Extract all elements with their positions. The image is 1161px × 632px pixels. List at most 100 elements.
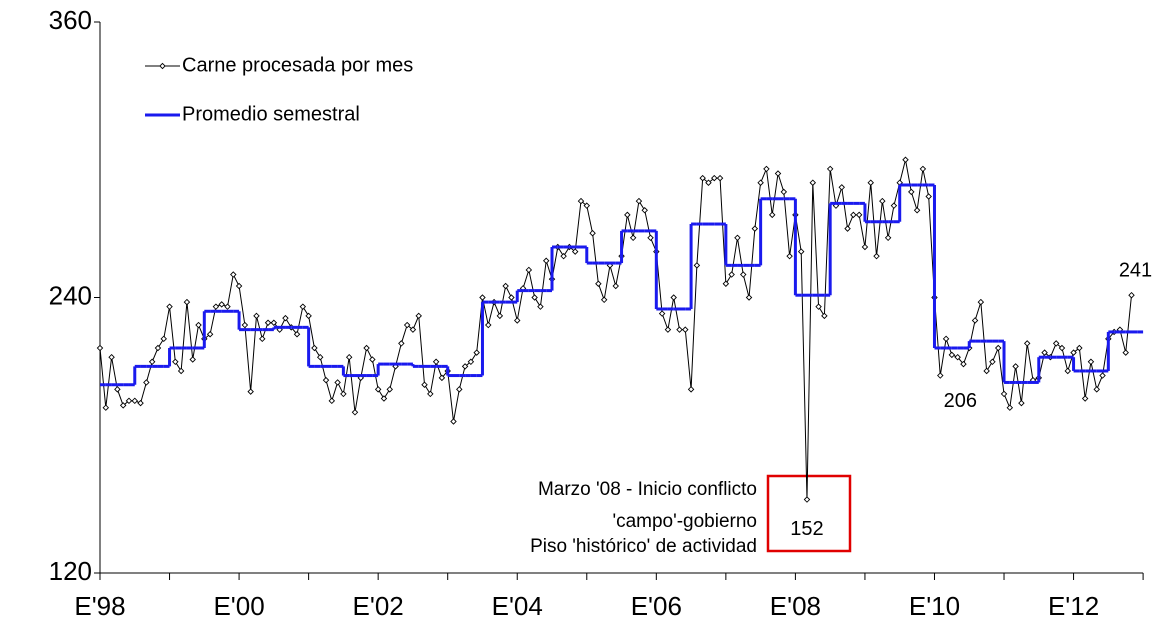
monthly-point	[641, 207, 648, 214]
y-tick-label: 240	[49, 280, 92, 310]
monthly-point	[682, 326, 689, 333]
monthly-point	[624, 211, 631, 219]
monthly-point	[1087, 358, 1095, 366]
monthly-point	[334, 379, 341, 386]
monthly-point	[925, 193, 932, 200]
y-tick-label: 120	[49, 556, 92, 586]
monthly-point	[485, 321, 492, 329]
monthly-point	[224, 303, 231, 310]
monthly-point	[763, 165, 770, 173]
monthly-point	[942, 335, 950, 343]
monthly-point	[589, 229, 596, 237]
monthly-point	[148, 358, 156, 366]
monthly-point	[508, 294, 515, 301]
monthly-point	[577, 197, 585, 205]
monthly-point	[473, 349, 480, 356]
monthly-point	[1093, 386, 1100, 393]
monthly-point	[102, 404, 110, 411]
monthly-point	[1122, 349, 1129, 356]
legend-marker	[159, 62, 166, 70]
monthly-point	[189, 356, 196, 363]
monthly-point	[195, 321, 202, 329]
x-tick-label: E'10	[909, 591, 960, 621]
monthly-point	[369, 356, 376, 363]
annotation: 'campo'-gobierno	[612, 511, 757, 532]
monthly-point	[363, 344, 370, 352]
monthly-point	[838, 184, 845, 191]
monthly-point	[1070, 349, 1077, 356]
monthly-point	[722, 280, 730, 287]
monthly-point	[699, 174, 706, 182]
monthly-point	[1052, 340, 1060, 347]
data-label: 206	[944, 390, 977, 412]
x-tick-label: E'02	[353, 591, 404, 621]
monthly-point	[230, 271, 237, 278]
monthly-point	[815, 303, 822, 310]
monthly-point	[1058, 344, 1066, 352]
monthly-point	[206, 330, 214, 338]
monthly-point	[183, 298, 191, 306]
monthly-point	[670, 294, 677, 301]
legend-label: Promedio semestral	[182, 103, 360, 125]
legend-label: Carne procesada por mes	[182, 54, 413, 76]
monthly-point	[398, 340, 405, 347]
monthly-point	[687, 386, 695, 393]
monthly-point	[241, 321, 249, 329]
monthly-point	[438, 374, 446, 382]
monthly-point	[751, 225, 759, 232]
monthly-point	[1064, 367, 1071, 375]
monthly-point	[403, 321, 411, 329]
monthly-point	[1023, 340, 1031, 347]
monthly-point	[421, 381, 428, 388]
annotation: Piso 'histórico' de actividad	[530, 536, 757, 557]
monthly-point	[908, 188, 915, 196]
monthly-point	[826, 165, 834, 173]
monthly-point	[311, 344, 318, 352]
monthly-point	[525, 266, 533, 274]
monthly-point	[166, 303, 173, 310]
monthly-point	[658, 310, 666, 317]
annotation: Marzo '08 - Inicio conflicto	[538, 479, 757, 500]
monthly-point	[351, 409, 359, 416]
monthly-point	[635, 197, 643, 205]
data-label: 241	[1119, 259, 1152, 281]
monthly-point	[797, 248, 805, 255]
monthly-point	[409, 326, 417, 333]
monthly-point	[740, 271, 747, 278]
monthly-point	[948, 351, 956, 359]
monthly-point	[612, 282, 619, 290]
monthly-point	[345, 353, 353, 361]
monthly-point	[502, 282, 509, 290]
monthly-point	[172, 358, 179, 366]
monthly-point	[583, 202, 591, 209]
monthly-point	[253, 312, 260, 320]
monthly-point	[479, 294, 486, 301]
monthly-point	[299, 303, 307, 310]
monthly-point	[1128, 291, 1135, 299]
monthly-point	[693, 262, 701, 269]
monthly-point	[745, 294, 753, 301]
monthly-point	[664, 326, 672, 333]
monthly-point	[160, 335, 167, 343]
monthly-point	[734, 234, 741, 242]
x-tick-label: E'06	[631, 591, 682, 621]
monthly-point	[316, 353, 324, 361]
monthly-point	[456, 386, 463, 393]
monthly-point	[560, 252, 567, 260]
monthly-point	[954, 353, 961, 361]
monthly-point	[1006, 404, 1014, 411]
monthly-point	[537, 303, 544, 310]
monthly-point	[467, 358, 475, 366]
monthly-point	[960, 360, 967, 368]
monthly-point	[119, 402, 127, 409]
monthly-point	[282, 314, 289, 322]
monthly-point	[125, 397, 133, 405]
monthly-point	[919, 165, 927, 173]
monthly-point	[380, 395, 388, 402]
monthly-point	[937, 372, 944, 379]
monthly-point	[989, 358, 996, 366]
monthly-point	[374, 386, 382, 393]
monthly-point	[1012, 363, 1019, 370]
monthly-point	[890, 202, 898, 209]
